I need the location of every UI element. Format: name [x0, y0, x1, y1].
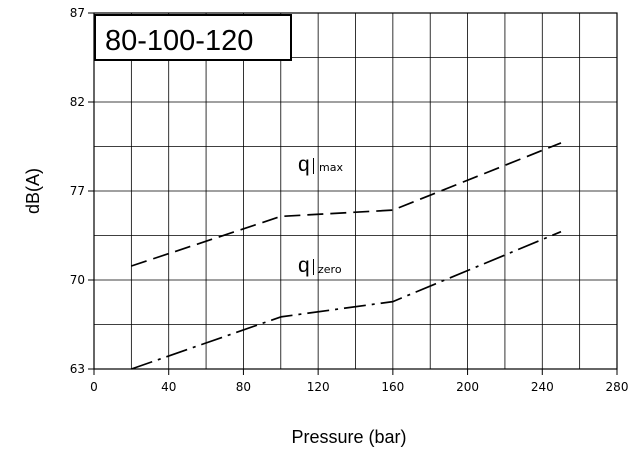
series-layer: [131, 143, 561, 369]
grid: [94, 13, 617, 369]
series-label-qmax: q max: [298, 153, 343, 176]
series-line-qzero: [131, 232, 561, 369]
series-label-qzero: q zero: [298, 254, 342, 277]
y-axis-ticks: 63 70 77 82 87: [70, 6, 94, 376]
x-tick-label: 160: [381, 380, 404, 394]
chart-title-box: 80-100-120: [95, 15, 291, 60]
y-axis-title: dB(A): [23, 168, 43, 214]
x-axis-ticks: 0 40 80 120 160 200 240 280: [90, 369, 628, 394]
qmax-label-sub: max: [319, 161, 343, 174]
x-tick-label: 200: [456, 380, 479, 394]
y-tick-label: 63: [70, 362, 85, 376]
y-tick-label: 82: [70, 95, 85, 109]
x-tick-label: 40: [161, 380, 176, 394]
y-tick-label: 77: [70, 184, 85, 198]
qzero-label-sub: zero: [318, 263, 342, 276]
y-tick-label: 87: [70, 6, 85, 20]
qzero-label-main: q: [298, 254, 310, 277]
x-tick-label: 0: [90, 380, 98, 394]
series-line-qmax: [131, 143, 561, 266]
y-tick-label: 70: [70, 273, 85, 287]
x-tick-label: 120: [307, 380, 330, 394]
chart-title: 80-100-120: [105, 25, 253, 57]
x-tick-label: 80: [236, 380, 251, 394]
x-tick-label: 280: [606, 380, 629, 394]
x-tick-label: 240: [531, 380, 554, 394]
x-axis-title: Pressure (bar): [291, 427, 406, 447]
qmax-label-main: q: [298, 153, 310, 176]
